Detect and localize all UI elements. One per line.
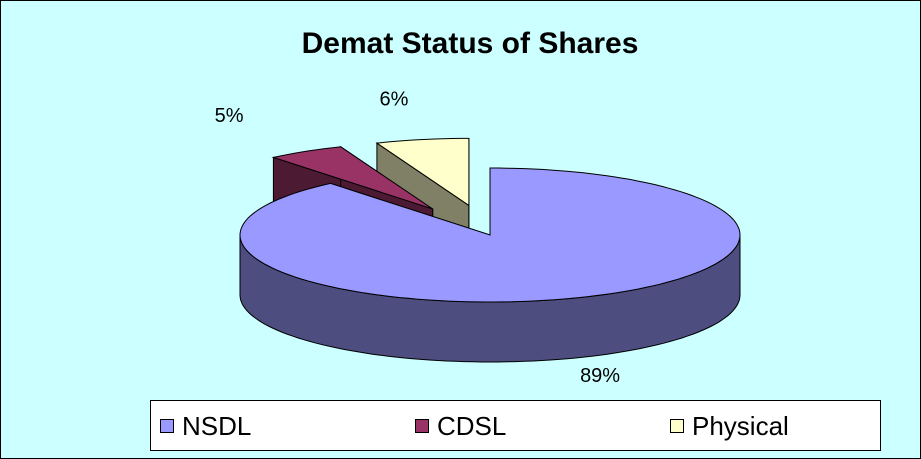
- legend-label: CDSL: [437, 411, 506, 441]
- data-label: 5%: [215, 105, 244, 127]
- pie-slice: [239, 167, 741, 363]
- legend-label: Physical: [692, 411, 789, 441]
- slice-top: [239, 167, 741, 303]
- data-label: 6%: [380, 88, 409, 110]
- slice-top: [375, 137, 470, 207]
- legend-swatch: [670, 419, 684, 433]
- legend: [150, 400, 881, 451]
- legend-label: NSDL: [182, 411, 251, 441]
- legend-swatch: [160, 419, 174, 433]
- chart-title: Demat Status of Shares: [302, 27, 639, 60]
- data-label: 89%: [580, 365, 620, 387]
- slice-top: [271, 146, 433, 210]
- legend-swatch: [415, 419, 429, 433]
